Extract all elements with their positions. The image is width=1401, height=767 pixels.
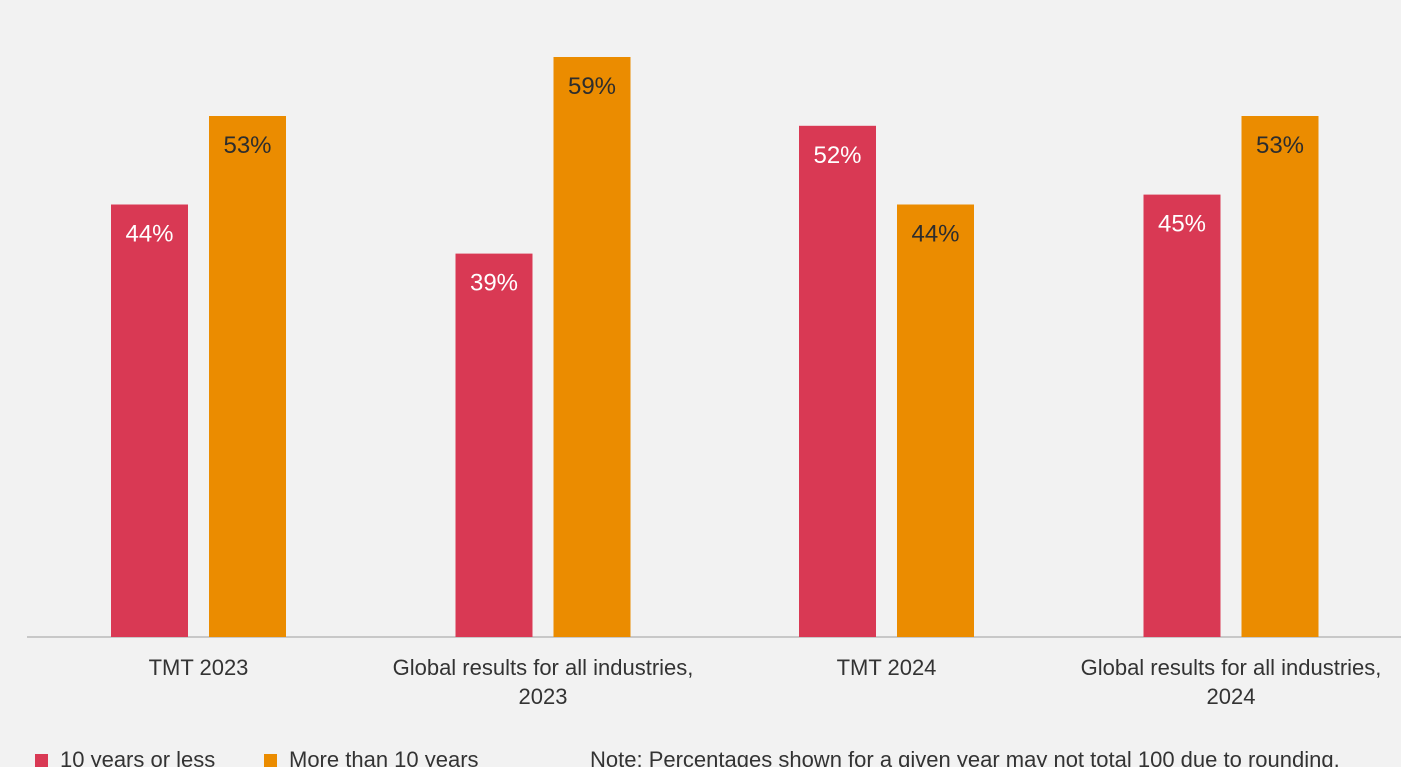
legend-label-1: 10 years or less	[60, 747, 215, 767]
data-label-series-2-category-1: 53%	[223, 132, 271, 159]
data-label-series-1-category-4: 45%	[1158, 211, 1206, 238]
legend-swatch-2	[264, 754, 277, 767]
bar-series-2-category-1	[209, 116, 286, 637]
bar-series-1-category-4	[1143, 194, 1221, 637]
category-label-1: TMT 2023	[149, 655, 249, 680]
bar-series-2-category-4	[1241, 116, 1319, 637]
bar-series-2-category-3	[897, 204, 974, 637]
bar-series-1-category-1	[111, 204, 188, 637]
bar-series-2-category-2	[553, 57, 631, 637]
bar-series-1-category-2	[455, 253, 533, 637]
data-label-series-2-category-3: 44%	[911, 221, 959, 248]
data-label-series-1-category-1: 44%	[125, 221, 173, 248]
category-label-3: TMT 2024	[837, 655, 937, 680]
data-label-series-2-category-4: 53%	[1256, 132, 1304, 159]
data-label-series-2-category-2: 59%	[568, 73, 616, 100]
chart-note: Note: Percentages shown for a given year…	[590, 747, 1340, 767]
legend-label-2: More than 10 years	[289, 747, 479, 767]
legend-swatch-1	[35, 754, 48, 767]
bar-series-1-category-3	[799, 125, 876, 638]
data-label-series-1-category-2: 39%	[470, 270, 518, 297]
category-label-2: Global results for all industries, 2023	[393, 655, 694, 709]
category-label-4: Global results for all industries, 2024	[1081, 655, 1382, 709]
data-label-series-1-category-3: 52%	[813, 142, 861, 169]
